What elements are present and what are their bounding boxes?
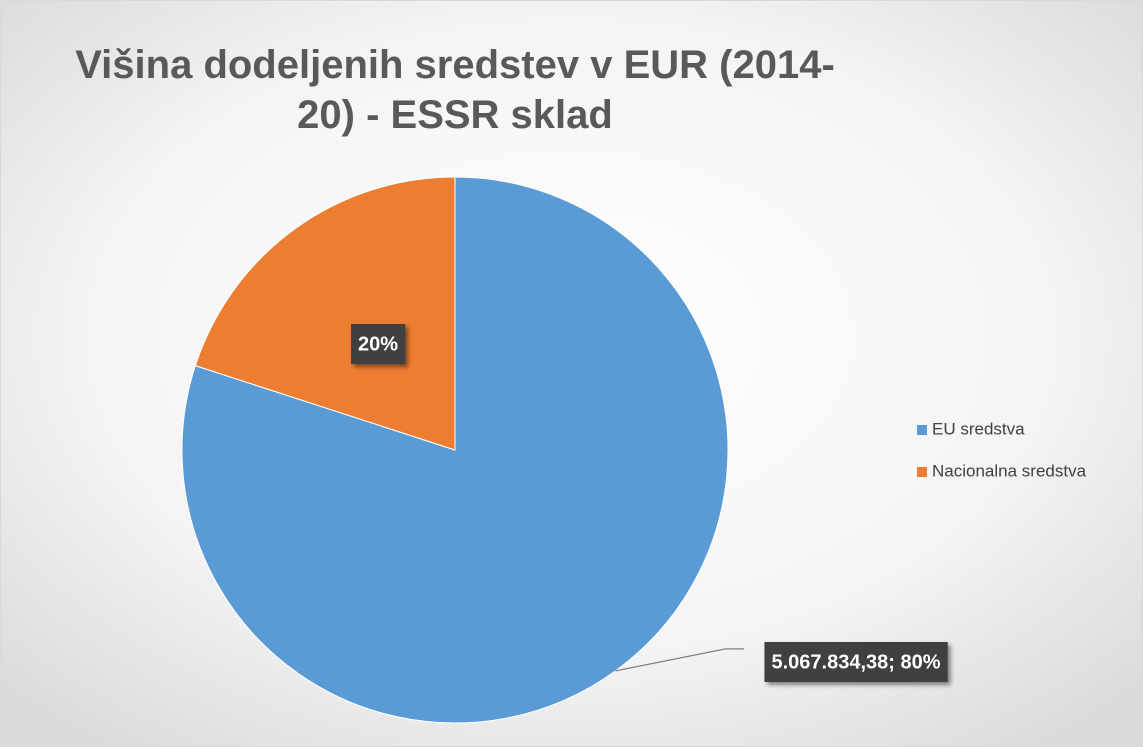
legend: EU sredstva Nacionalna sredstva <box>917 419 1087 480</box>
leader-line <box>615 648 744 672</box>
data-label-box <box>350 324 406 365</box>
data-label: 20% <box>350 324 406 365</box>
pie <box>181 176 729 724</box>
legend-swatch <box>917 467 927 477</box>
legend-swatch <box>917 425 927 435</box>
legend-label: EU sredstva <box>932 419 1025 438</box>
title-box: Višina dodeljenih sredstev v EUR (2014-2… <box>75 43 835 137</box>
data-label-box <box>764 642 948 682</box>
legend-label: Nacionalna sredstva <box>932 461 1087 480</box>
chart-title: Višina dodeljenih sredstev v EUR (2014-2… <box>75 43 835 137</box>
data-labels: 5.067.834,38; 80% 20% <box>350 324 948 682</box>
data-label: 5.067.834,38; 80% <box>764 642 948 682</box>
data-label-text: 5.067.834,38; 80% <box>771 651 940 673</box>
pie-slice <box>194 176 456 451</box>
data-label-text: 20% <box>358 333 398 355</box>
